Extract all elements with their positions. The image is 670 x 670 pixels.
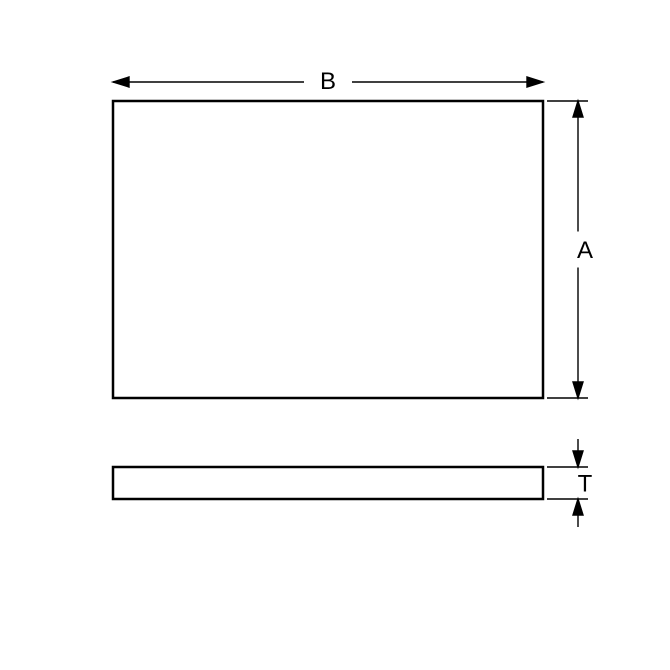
side-view-rect <box>113 467 543 499</box>
dim-T-label: T <box>578 470 593 497</box>
dim-B-label: B <box>320 68 336 95</box>
dimensioned-sheet-diagram: B A T <box>0 0 670 670</box>
dim-A-label: A <box>577 237 593 264</box>
top-view-rect <box>113 101 543 398</box>
